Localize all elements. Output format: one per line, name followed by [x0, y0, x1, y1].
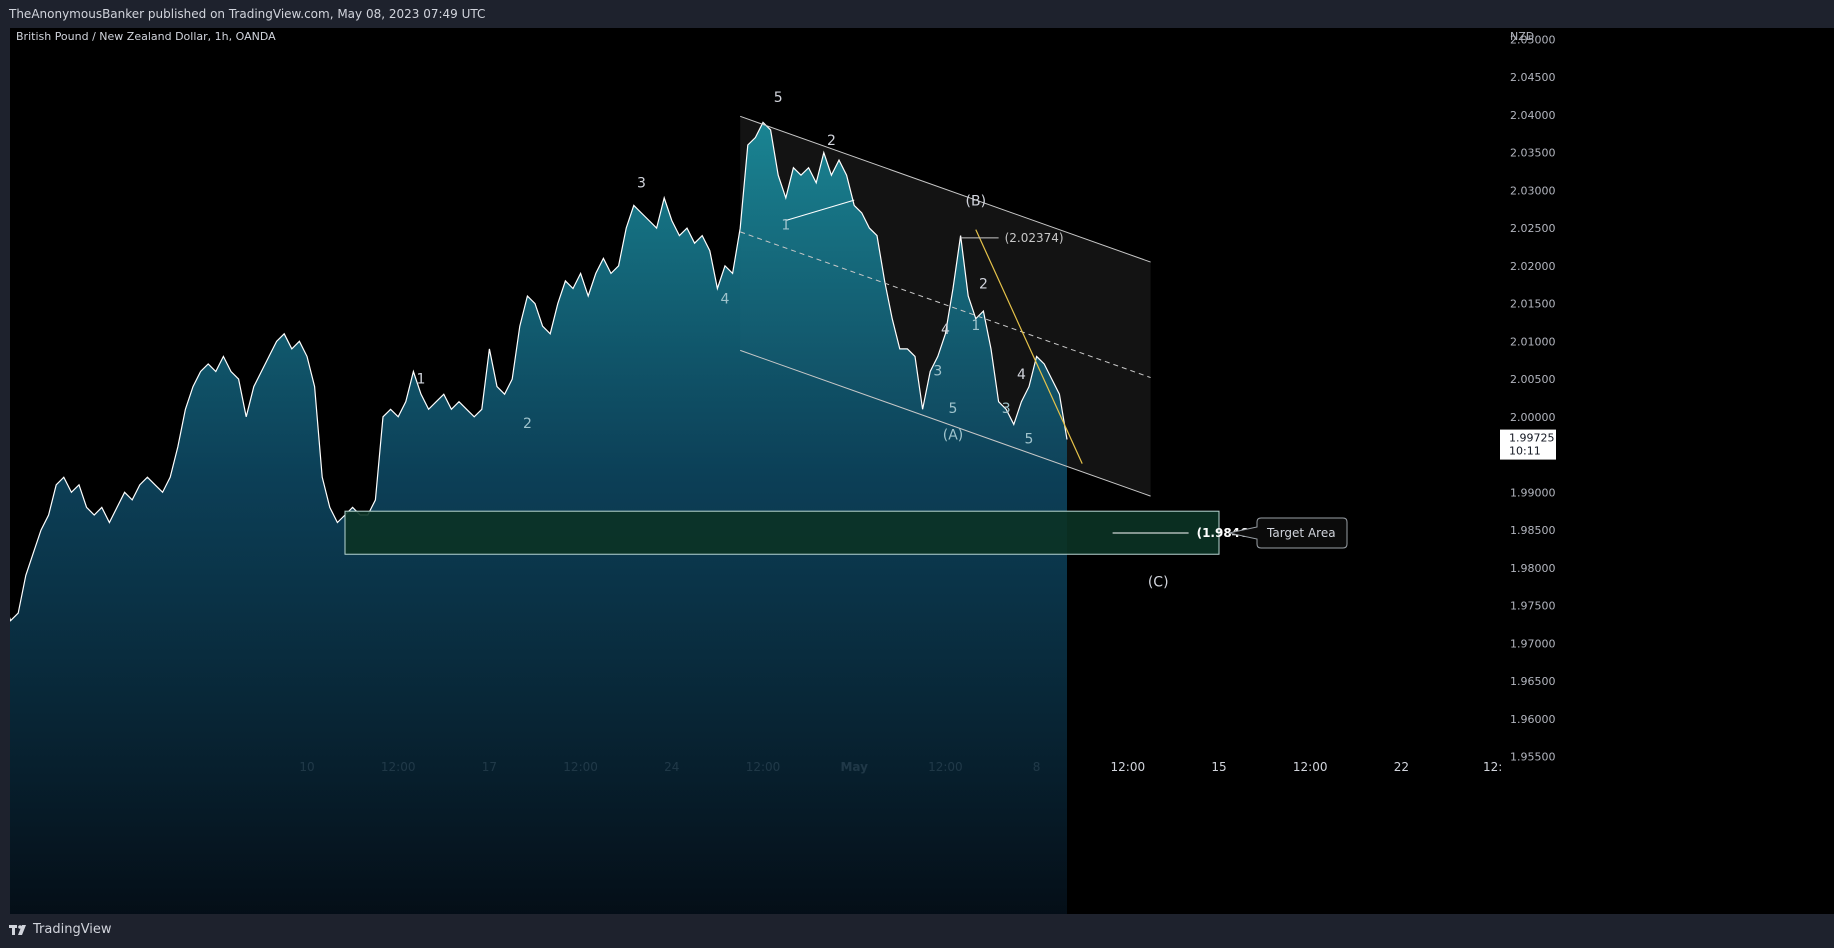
y-tick-label: 2.05000: [1510, 33, 1556, 46]
wave-label: (B): [966, 193, 987, 209]
last-price-box: [1500, 429, 1556, 460]
y-tick-label: 2.02500: [1510, 222, 1556, 235]
chart-title: British Pound / New Zealand Dollar, 1h, …: [16, 30, 276, 43]
y-tick-label: 1.96500: [1510, 675, 1556, 688]
x-tick-label: 12:00: [1293, 760, 1328, 774]
wave-label: 3: [637, 175, 646, 191]
y-tick-label: 1.97500: [1510, 600, 1556, 613]
y-tick-label: 2.00000: [1510, 411, 1556, 424]
callout-label: Target Area: [1266, 526, 1336, 540]
publisher-header: TheAnonymousBanker published on TradingV…: [0, 0, 1834, 28]
currency-label: NZD: [1510, 30, 1534, 43]
wave-label: 3: [1002, 401, 1011, 417]
last-price-badge: 1.99725 10:11: [1500, 429, 1556, 460]
wave-label: 4: [721, 292, 730, 308]
channel-midline[interactable]: [740, 231, 1151, 379]
target-zone[interactable]: [344, 510, 1220, 555]
y-tick-label: 1.98500: [1510, 524, 1556, 537]
y-tick-label: 1.99000: [1510, 486, 1556, 499]
y-axis[interactable]: 2.05000 2.04500 2.04000 2.03500 2.03000 2.025…: [1510, 33, 1556, 763]
chart-panel[interactable]: British Pound / New Zealand Dollar, 1h, …: [0, 28, 1834, 914]
y-tick-label: 2.00500: [1510, 373, 1556, 386]
wave-label: (C): [1148, 575, 1169, 591]
callout-bubble: [1228, 517, 1348, 549]
price-chart[interactable]: British Pound / New Zealand Dollar, 1h, …: [0, 28, 1834, 914]
y-tick-label: 1.98000: [1510, 562, 1556, 575]
tradingview-logo-icon: [9, 925, 26, 935]
x-tick-label: 12:00: [1111, 760, 1146, 774]
price-line: [0, 121, 1068, 622]
last-price-value: 1.99725: [1509, 432, 1555, 445]
wave-label: 1: [781, 218, 790, 234]
channel-lower-line[interactable]: [740, 349, 1151, 497]
y-tick-label: 2.04000: [1510, 109, 1556, 122]
x-tick-label: 15: [1211, 760, 1226, 774]
y-tick-label: 1.95500: [1510, 751, 1556, 764]
y-tick-label: 2.02000: [1510, 260, 1556, 273]
wave-label: 5: [1025, 431, 1034, 447]
x-tick-label: 12:: [1483, 760, 1502, 774]
wave-label: 1: [417, 372, 426, 388]
y-tick-label: 1.97000: [1510, 637, 1556, 650]
x-tick-label: 22: [1394, 760, 1409, 774]
wave-label: 4: [941, 322, 950, 338]
last-price-countdown: 10:11: [1509, 445, 1541, 458]
b-to-c-trendline[interactable]: [975, 229, 1083, 464]
target-area-callout[interactable]: Target Area: [1228, 517, 1348, 549]
y-tick-label: 2.03000: [1510, 184, 1556, 197]
wave-label: 3: [933, 363, 942, 379]
wave-label: 5: [949, 401, 958, 417]
y-tick-label: 1.96000: [1510, 713, 1556, 726]
channel-upper-line[interactable]: [740, 115, 1151, 263]
y-tick-label: 2.03500: [1510, 147, 1556, 160]
wave-label: 1: [971, 318, 980, 334]
footer-bar: TradingView: [0, 914, 1834, 948]
y-tick-label: 2.01500: [1510, 298, 1556, 311]
y-tick-label: 2.04500: [1510, 71, 1556, 84]
tradingview-brand[interactable]: TradingView: [33, 922, 112, 937]
wave-label: 4: [1017, 367, 1026, 383]
wave-label: 2: [523, 416, 532, 432]
wave-label: 2: [979, 276, 988, 292]
wave-label: 5: [774, 90, 783, 106]
b-level-label: (2.02374): [1005, 231, 1064, 245]
wave-label: (A): [943, 427, 964, 443]
wave-label: 2: [827, 133, 836, 149]
wave-1-trendline[interactable]: [785, 199, 855, 222]
y-tick-label: 2.01000: [1510, 335, 1556, 348]
